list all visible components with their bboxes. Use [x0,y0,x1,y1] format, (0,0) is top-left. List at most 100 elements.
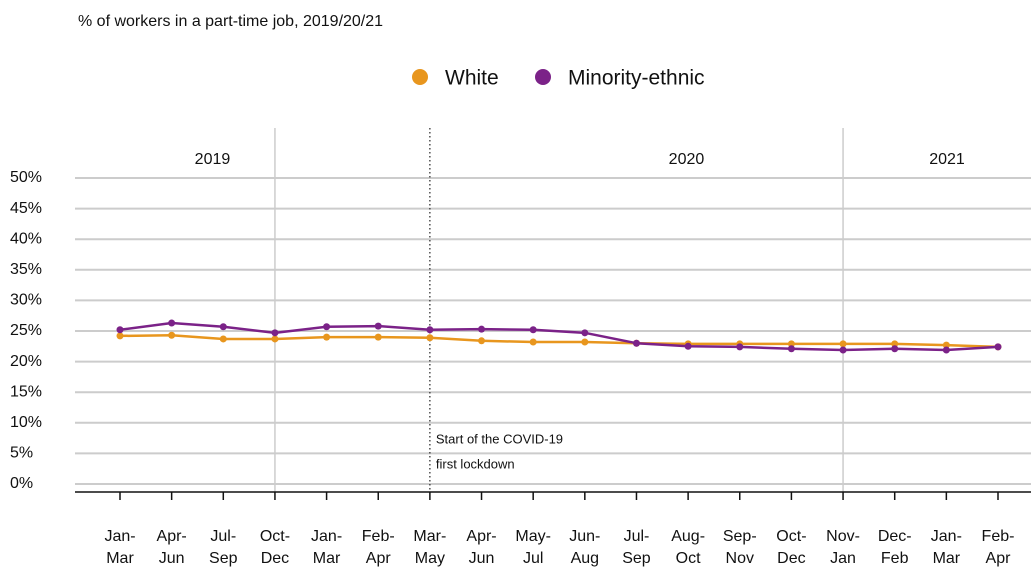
y-tick-label: 45% [10,200,42,217]
data-point [994,343,1002,351]
legend-label: Minority-ethnic [568,67,705,90]
x-tick-label-line: Feb- [982,528,1015,545]
x-tick-label-line: Feb- [362,528,395,545]
data-point [426,334,434,342]
data-point [891,340,899,348]
data-point [632,339,640,347]
data-point [529,338,537,346]
legend-label: White [445,67,499,90]
year-label: 2021 [929,151,965,168]
x-tick-label: Jan- Mar [931,528,962,567]
x-tick-label-line: Mar- [413,528,446,545]
x-tick-label-line: Jul- [624,528,650,545]
x-tick-label-line: Apr [366,550,392,567]
data-point [787,345,795,353]
data-point [116,332,124,340]
x-tick-label-line: Aug [571,550,599,567]
x-tick-label: Oct- Dec [260,528,290,567]
y-tick-label: 5% [10,445,33,462]
x-tick-label: Jul- Sep [209,528,238,567]
x-tick-label-line: Jun- [569,528,600,545]
year-label: 2019 [195,151,231,168]
data-point [374,322,382,330]
data-point [116,326,124,334]
data-point [839,340,847,348]
x-tick-label-line: Jan- [104,528,135,545]
x-tick-label-line: Apr- [157,528,187,545]
x-tick-label: Feb- Apr [362,528,395,567]
x-tick-label-line: Apr- [466,528,496,545]
x-tick-label: Mar- May [413,528,446,567]
annotation: Start of the COVID-19 [436,431,563,446]
x-tick-label: Jan- Mar [311,528,342,567]
data-point [529,326,537,334]
data-point [736,343,744,351]
data-point [839,346,847,354]
data-point [168,319,176,327]
data-point [787,340,795,348]
x-tick-label-line: Jun [469,550,495,567]
series-line [119,321,999,352]
x-tick-label-line: May- [515,528,551,545]
x-tick-label-line: Feb [881,550,909,567]
chart-title: % of workers in a part-time job, 2019/20… [78,13,383,30]
x-tick-label: Jul- Sep [622,528,651,567]
year-label: 2020 [669,151,705,168]
x-tick-label: Aug- Oct [671,528,705,567]
data-point [478,325,486,333]
y-tick-label: 20% [10,353,42,370]
legend-marker [535,69,551,85]
x-tick-label: Apr- Jun [466,528,496,567]
y-tick-label: 50% [10,169,42,186]
data-point [271,329,279,337]
x-tick-label-line: Dec- [878,528,912,545]
x-tick-label: Oct- Dec [776,528,806,567]
x-tick-label: Apr- Jun [157,528,187,567]
data-point [168,331,176,339]
x-tick-label-line: Jul [523,550,543,567]
data-point [323,333,331,341]
x-tick-label-line: Sep- [723,528,757,545]
data-point [323,323,331,331]
x-tick-label: Jan- Mar [104,528,135,567]
x-tick-label-line: Sep [622,550,651,567]
x-tick-label: Feb- Apr [982,528,1015,567]
x-tick-label-line: Mar [313,550,341,567]
x-tick-label-line: Dec [777,550,805,567]
x-tick-label-line: Oct- [776,528,806,545]
data-point [684,342,692,350]
data-point [219,335,227,343]
x-tick-label-line: Jan- [311,528,342,545]
x-tick-label: May- Jul [515,528,551,567]
data-point [478,337,486,345]
x-tick-label-line: Nov [726,550,754,567]
x-tick-label-line: Jan [830,550,856,567]
data-point [426,326,434,334]
x-tick-label-line: Jan- [931,528,962,545]
data-point [374,333,382,341]
x-tick-label-line: Oct- [260,528,290,545]
x-tick-label: Nov- Jan [826,528,860,567]
x-tick-label-line: Dec [261,550,289,567]
x-tick-label-line: Aug- [671,528,705,545]
y-tick-label: 10% [10,414,42,431]
annotation: first lockdown [436,456,515,471]
data-point [219,323,227,331]
y-tick-label: 35% [10,261,42,278]
y-tick-label: 0% [10,475,33,492]
y-tick-label: 30% [10,292,42,309]
x-tick-label-line: Oct [676,550,701,567]
data-point [581,329,589,337]
data-point [891,345,899,353]
x-tick-label: Sep- Nov [723,528,757,567]
legend-marker [412,69,428,85]
data-point [942,341,950,349]
data-point [581,338,589,346]
x-tick-label-line: Jun [159,550,185,567]
x-tick-label-line: Nov- [826,528,860,545]
y-tick-label: 40% [10,230,42,247]
x-tick-label-line: Mar [933,550,961,567]
x-tick-label-line: Apr [986,550,1012,567]
x-tick-label: Dec- Feb [878,528,912,567]
